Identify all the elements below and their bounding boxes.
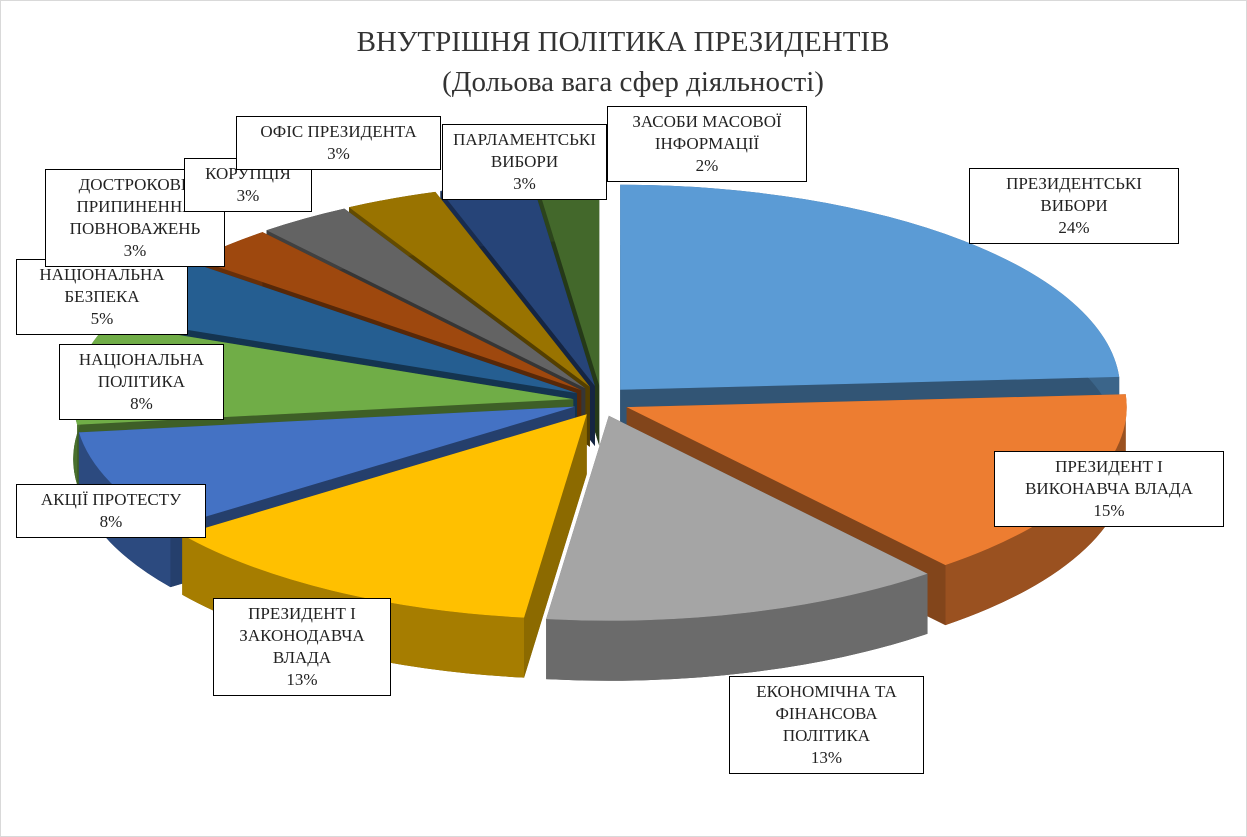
data-label: ЗАСОБИ МАСОВОЇ ІНФОРМАЦІЇ 2% (607, 106, 807, 182)
category-label: НАЦІОНАЛЬНА БЕЗПЕКА (39, 265, 165, 306)
category-label: НАЦІОНАЛЬНА ПОЛІТИКА (78, 350, 205, 391)
slice (195, 232, 582, 391)
data-label: ПРЕЗИДЕНТ І ВИКОНАВЧА ВЛАДА 15% (994, 451, 1224, 527)
category-label: ПРЕЗИДЕНТ І ЗАКОНОДАВЧА ВЛАДА (239, 604, 365, 667)
value-label: 3% (236, 186, 260, 205)
data-label: ПАРЛАМЕНТСЬКІ ВИБОРИ 3% (442, 124, 607, 200)
value-label: 3% (513, 174, 536, 193)
data-label: НАЦІОНАЛЬНА ПОЛІТИКА 8% (59, 344, 224, 420)
slice (112, 262, 577, 394)
category-label: АКЦІЇ ПРОТЕСТУ (40, 490, 182, 509)
slice-side (546, 573, 928, 681)
data-label: ПРЕЗИДЕНТСЬКІ ВИБОРИ 24% (969, 168, 1179, 244)
category-label: ПРЕЗИДЕНТСЬКІ ВИБОРИ (1006, 174, 1142, 215)
chart-title: ВНУТРІШНЯ ПОЛІТИКА ПРЕЗИДЕНТІВ (357, 26, 890, 58)
value-label: 15% (1093, 501, 1125, 520)
category-label: ДОСТРОКОВЕ ПРИПИНЕННЯ ПОВНОВАЖЕНЬ (69, 175, 201, 238)
value-label: 8% (130, 394, 153, 413)
value-label: 5% (90, 309, 114, 328)
value-label: 8% (99, 512, 123, 531)
slice-group (546, 415, 928, 681)
value-label: 13% (286, 670, 318, 689)
slice-group (182, 414, 587, 678)
data-label: АКЦІЇ ПРОТЕСТУ 8% (16, 484, 206, 538)
category-label: ПРЕЗИДЕНТ І ВИКОНАВЧА ВЛАДА (1025, 457, 1193, 498)
value-label: 2% (695, 156, 719, 175)
slice (546, 415, 928, 621)
slice (182, 414, 587, 618)
category-label: ЕКОНОМІЧНА ТА ФІНАНСОВА ПОЛІТИКА (756, 682, 897, 745)
chart-subtitle: (Дольова вага сфер діяльності) (442, 66, 824, 98)
category-label: ПАРЛАМЕНТСЬКІ ВИБОРИ (453, 130, 596, 171)
slice (349, 191, 590, 387)
data-label: ПРЕЗИДЕНТ І ЗАКОНОДАВЧА ВЛАДА 13% (213, 598, 391, 696)
slice-side (945, 394, 1127, 626)
category-label: ОФІС ПРЕЗИДЕНТА (260, 122, 417, 141)
value-label: 24% (1058, 218, 1090, 237)
category-label: ЗАСОБИ МАСОВОЇ ІНФОРМАЦІЇ (632, 112, 782, 153)
slice (440, 182, 595, 386)
value-label: 13% (810, 748, 843, 767)
slice (536, 180, 600, 386)
data-label: ОФІС ПРЕЗИДЕНТА 3% (236, 116, 441, 170)
slice-wall (524, 414, 587, 678)
value-label: 3% (123, 241, 147, 260)
slice (620, 184, 1120, 390)
data-label: ЕКОНОМІЧНА ТА ФІНАНСОВА ПОЛІТИКА 13% (729, 676, 924, 774)
value-label: 3% (327, 144, 350, 163)
data-label: НАЦІОНАЛЬНА БЕЗПЕКА 5% (16, 259, 188, 335)
slice (266, 208, 586, 389)
